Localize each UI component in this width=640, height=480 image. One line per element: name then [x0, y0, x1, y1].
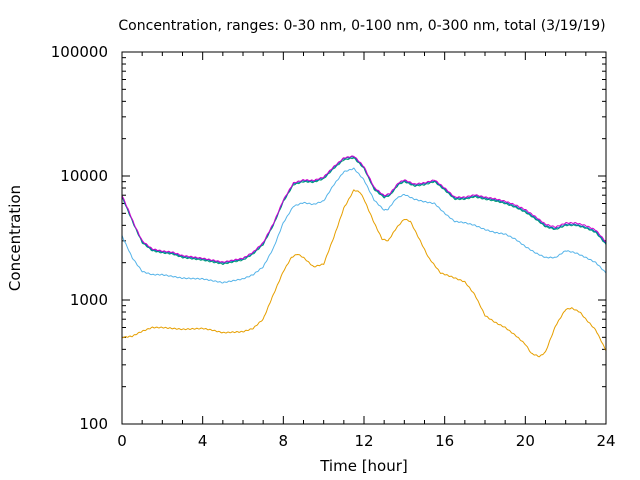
chart-title: Concentration, ranges: 0-30 nm, 0-100 nm…: [118, 18, 605, 34]
series-line-2: [121, 167, 607, 284]
y-tick-label: 100: [79, 415, 108, 433]
series-line-1: [121, 189, 607, 358]
tick-marks: [121, 51, 607, 425]
x-tick-label: 20: [516, 432, 535, 450]
y-tick-label: 10000: [60, 167, 108, 185]
x-axis-label: Time [hour]: [319, 457, 408, 475]
x-tick-label: 24: [596, 432, 615, 450]
y-tick-label: 100000: [51, 43, 108, 61]
x-tick-label: 16: [435, 432, 454, 450]
x-tick-label: 8: [279, 432, 289, 450]
series-line-5: [121, 155, 607, 263]
x-tick-label: 4: [198, 432, 208, 450]
x-tick-label: 12: [354, 432, 373, 450]
series-line-3: [121, 157, 607, 265]
plot-frame: [121, 51, 607, 425]
tick-labels: 0 4 8 12 16 20 24 100 1000 10000 100000: [51, 43, 616, 450]
y-tick-label: 1000: [70, 291, 108, 309]
x-tick-label: 0: [117, 432, 127, 450]
y-axis-label: Concentration: [6, 185, 24, 291]
series-line-4: [121, 156, 607, 264]
series-group: [121, 155, 607, 358]
